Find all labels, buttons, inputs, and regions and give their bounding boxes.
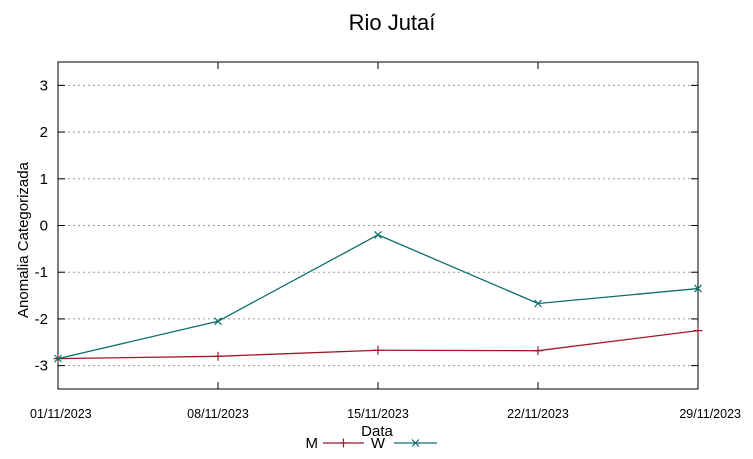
y-tick-label: 0 [40,218,48,235]
legend-label-W: W [371,435,386,452]
data-point [213,351,223,361]
data-point [533,346,543,356]
x-tick-label: 01/11/2023 [30,407,92,421]
x-tick-label: 22/11/2023 [507,407,569,421]
y-axis-label: Anomalia Categorizada [15,161,32,318]
y-tick-label: -1 [35,264,48,281]
series-line-W [57,234,699,360]
gridlines [58,84,698,367]
x-axis-label: Data [361,423,393,440]
data-point [214,317,222,326]
data-point [693,326,703,336]
data-point [54,354,62,363]
series-group [53,230,703,364]
y-tick-label: -3 [35,358,48,375]
x-tick-label: 29/11/2023 [679,407,741,421]
data-point [374,230,382,239]
y-axis-ticks: -3 -2 -1 0 1 2 3 [35,77,698,375]
y-tick-label: 3 [40,77,48,94]
chart-title: Rio Jutaí [349,10,436,35]
legend-label-M: M [306,435,319,452]
x-axis-ticks: 01/11/2023 08/11/2023 15/11/2023 22/11/2023… [30,62,741,421]
data-point [411,439,420,447]
y-tick-label: -2 [35,311,48,328]
y-tick-label: 1 [40,171,48,188]
y-tick-label: 2 [40,124,48,141]
data-point [339,438,348,448]
x-tick-label: 08/11/2023 [187,407,249,421]
data-point [534,299,542,308]
data-point [694,284,702,293]
data-point [373,345,383,355]
x-tick-label: 15/11/2023 [347,407,409,421]
